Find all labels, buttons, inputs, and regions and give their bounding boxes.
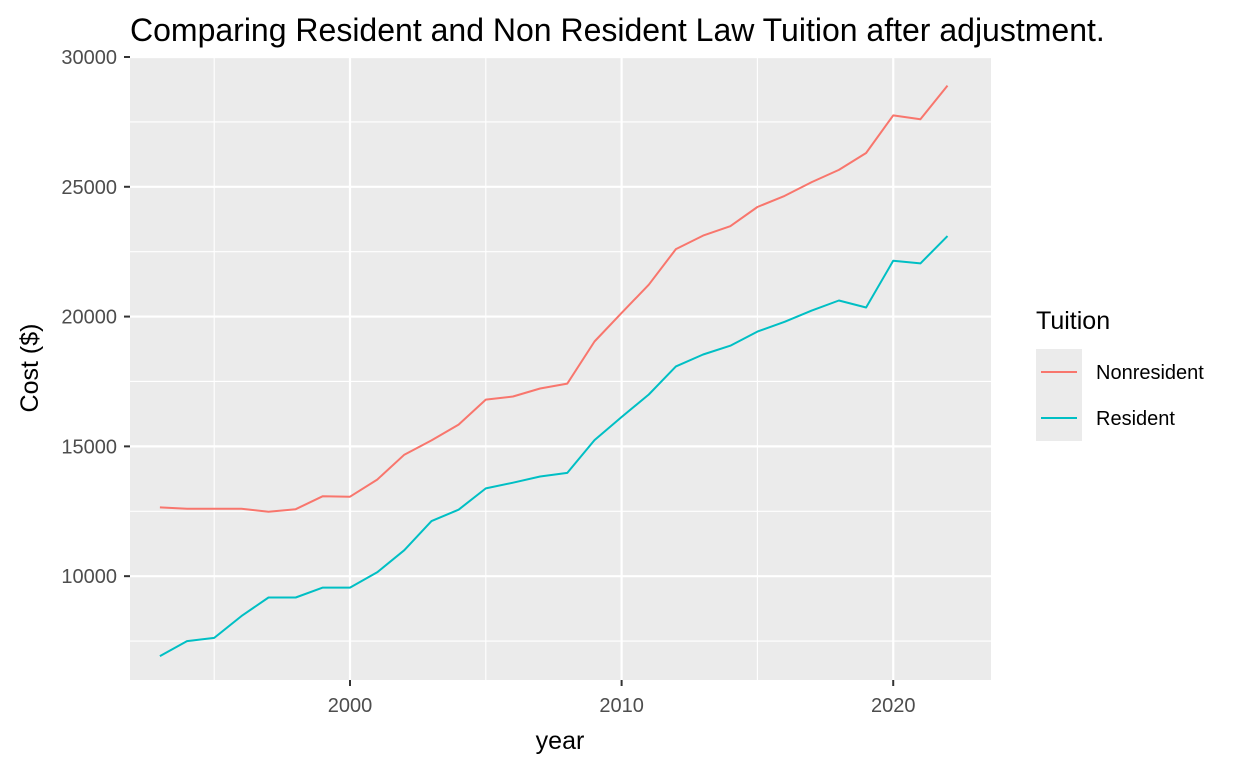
y-tick-label: 10000 [61, 566, 117, 588]
legend-items: Nonresident Resident [1036, 349, 1204, 441]
legend-title: Tuition [1036, 307, 1110, 335]
y-axis-title: Cost ($) [16, 324, 44, 413]
x-axis-title: year [536, 727, 585, 755]
legend-label-resident: Resident [1096, 408, 1175, 430]
plot-panel [130, 57, 991, 680]
legend: Tuition Nonresident Resident [1036, 307, 1204, 441]
series-line-resident [159, 235, 949, 657]
y-tick-label: 15000 [61, 436, 117, 458]
axis-ticks [124, 56, 895, 686]
series-line-nonresident [159, 84, 949, 513]
major-gridlines [130, 55, 991, 680]
x-tick-label: 2020 [871, 695, 916, 717]
x-tick-label: 2000 [328, 695, 373, 717]
x-axis-tick-labels: 2000 2010 2020 [328, 695, 916, 717]
y-tick-label: 20000 [61, 307, 117, 329]
y-tick-label: 25000 [61, 177, 117, 199]
chart-title: Comparing Resident and Non Resident Law … [130, 12, 1105, 48]
x-tick-label: 2010 [599, 695, 644, 717]
legend-label-nonresident: Nonresident [1096, 362, 1204, 384]
y-axis-tick-labels: 10000 15000 20000 25000 30000 [61, 47, 117, 588]
series-lines [159, 84, 949, 657]
y-tick-label: 30000 [61, 47, 117, 69]
